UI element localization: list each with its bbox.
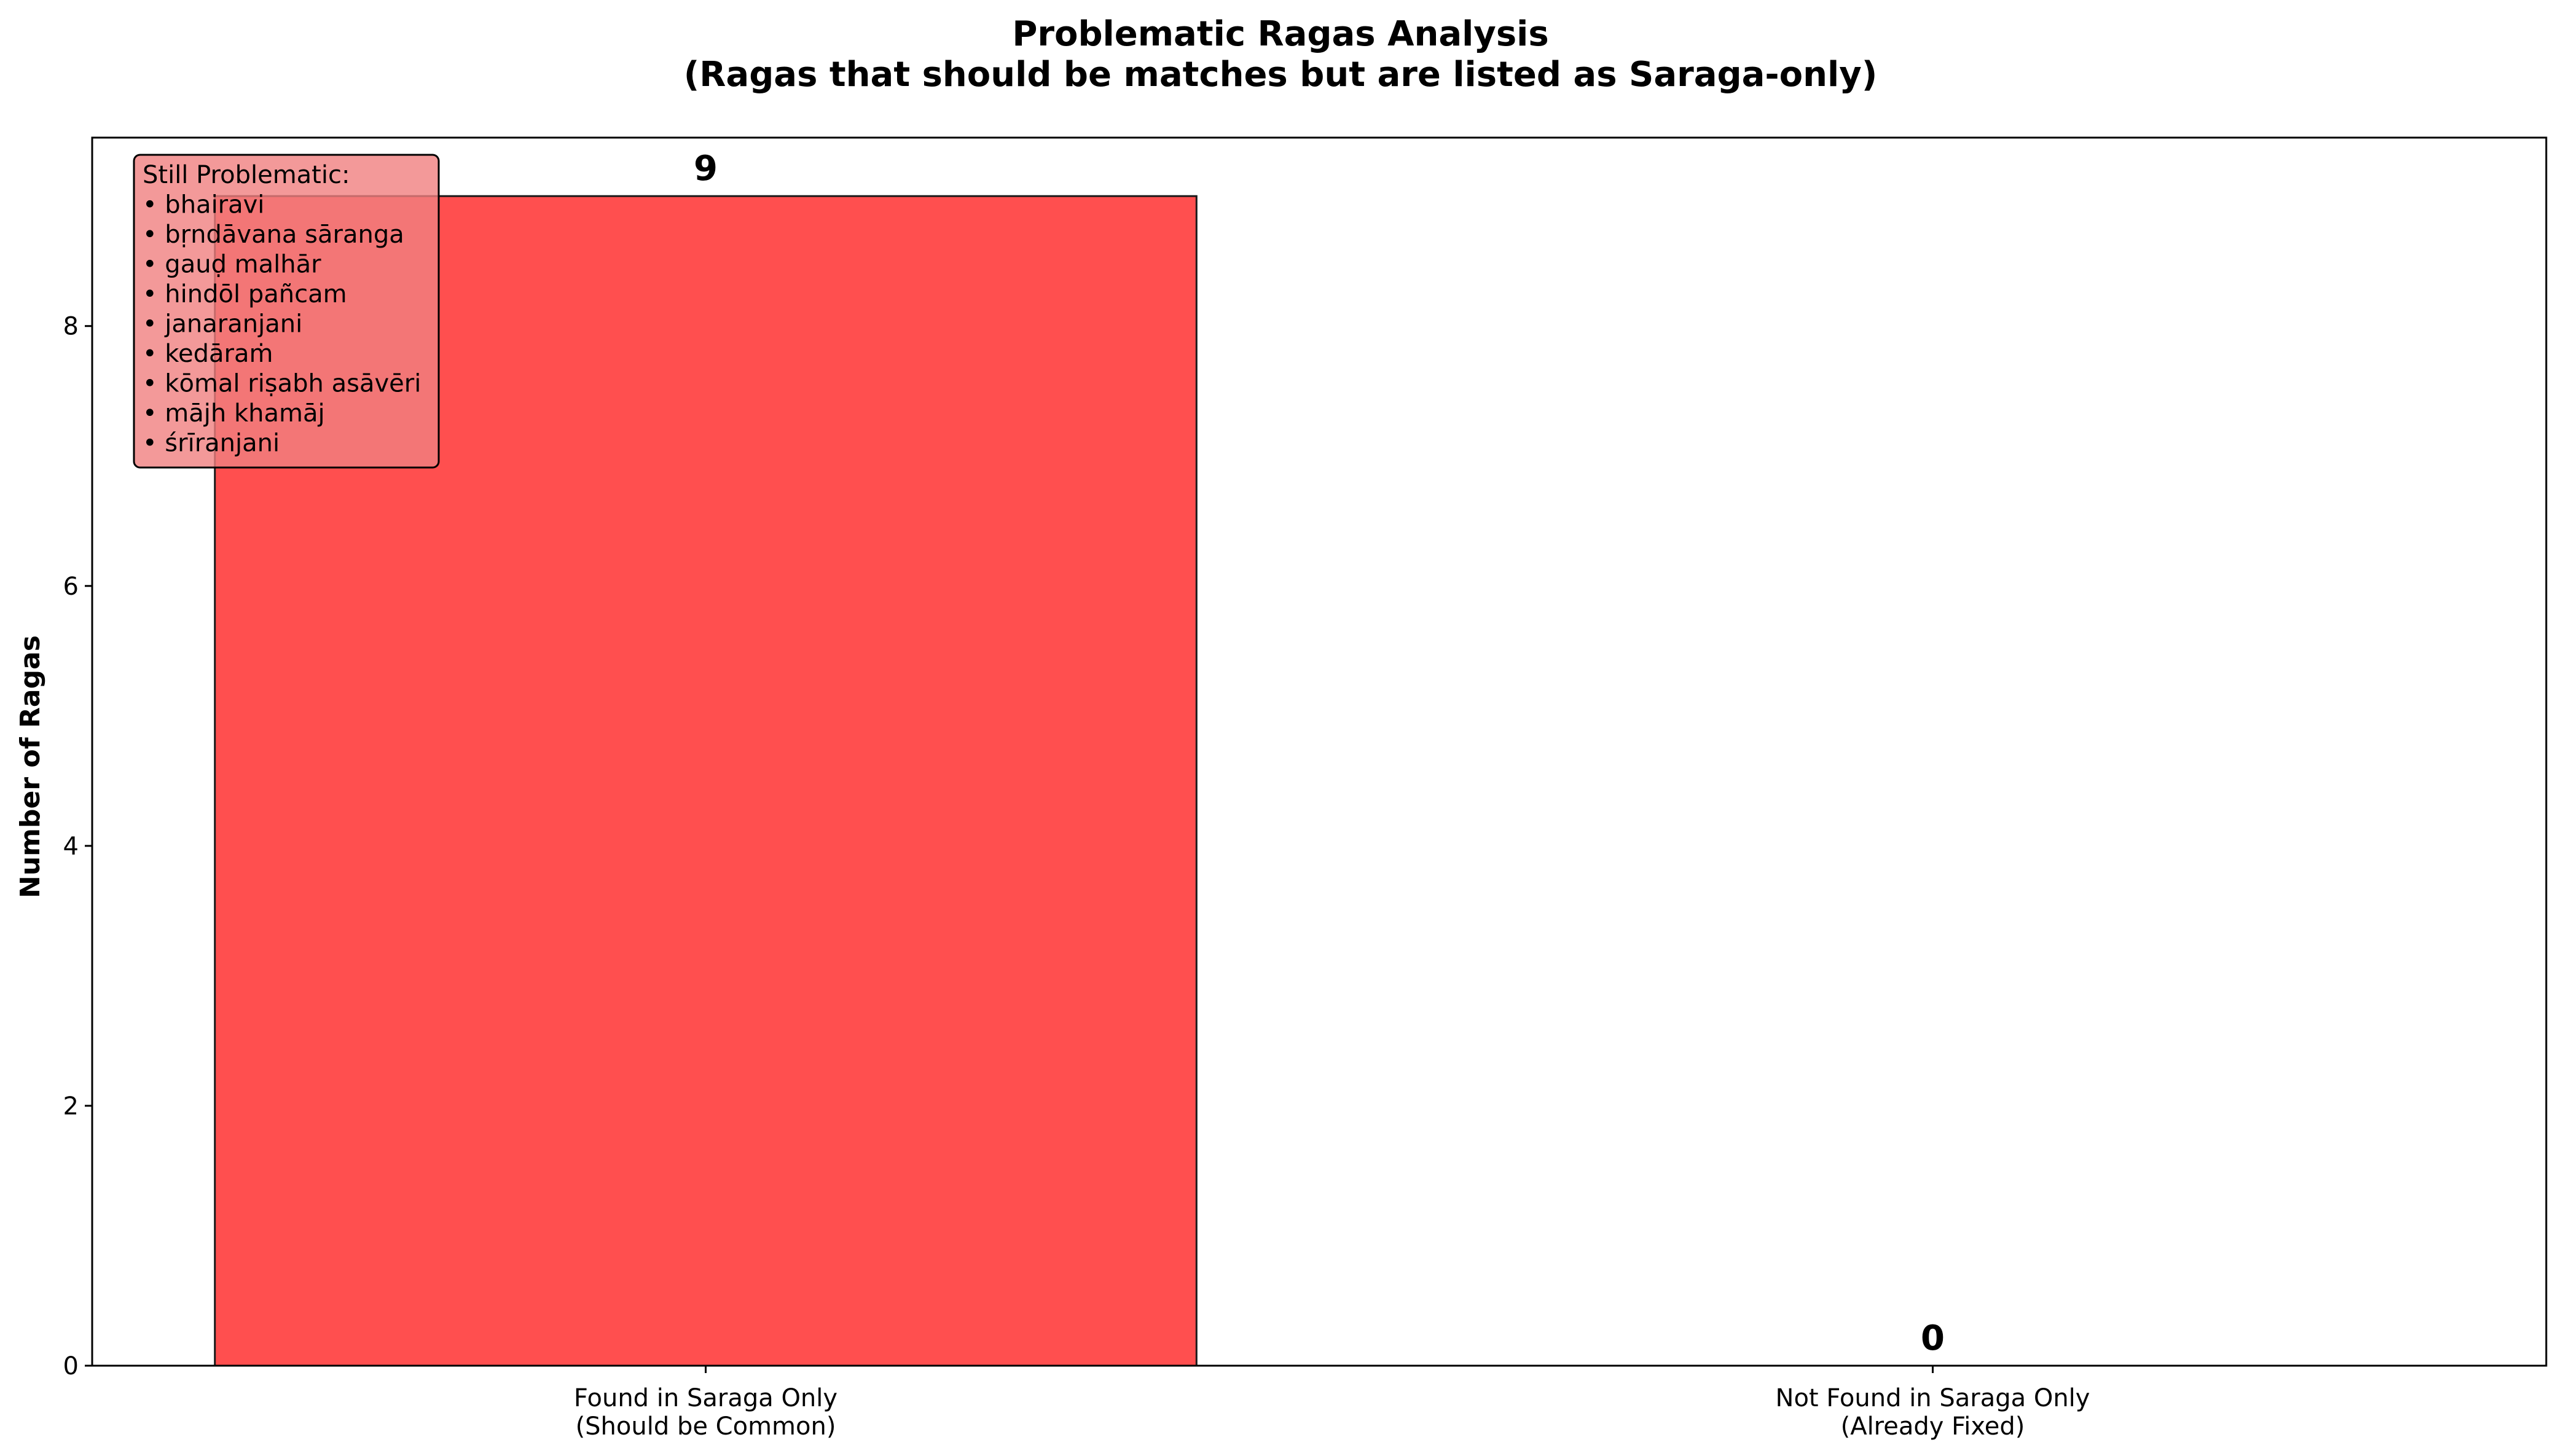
- annotation-item: • mājh khamāj: [143, 399, 325, 428]
- y-tick-label: 0: [63, 1352, 79, 1380]
- bar-value-label: 0: [1921, 1318, 1945, 1358]
- annotation-item: • gauḍ malhār: [143, 251, 321, 279]
- x-tick-label: Found in Saraga Only: [574, 1384, 837, 1412]
- y-ticks: 0 2 4 6 8: [63, 313, 92, 1380]
- bar-value-label: 9: [694, 149, 718, 189]
- annotation-item: • kōmal riṣabh asāvēri: [143, 370, 421, 398]
- annotation-box: [133, 154, 440, 469]
- y-tick-label: 6: [63, 573, 79, 601]
- y-axis-label: Number of Ragas: [15, 635, 46, 898]
- y-tick-label: 8: [63, 313, 79, 341]
- annotation-item: • janaranjani: [143, 310, 302, 339]
- annotation-item: • kedāraṁ: [143, 340, 273, 368]
- x-tick-label: (Should be Common): [576, 1412, 836, 1441]
- x-tick-label: (Already Fixed): [1841, 1412, 2025, 1441]
- annotation-title: Still Problematic:: [143, 161, 350, 189]
- annotation-item: • bhairavi: [143, 191, 264, 219]
- x-ticks: Found in Saraga Only(Should be Common) No…: [574, 1366, 2090, 1441]
- chart-title: Problematic Ragas Analysis: [1012, 14, 1548, 54]
- y-tick-label: 2: [63, 1092, 79, 1121]
- annotation-item: • bṛndāvana sāranga: [143, 221, 404, 249]
- y-tick-label: 4: [63, 832, 79, 861]
- chart-subtitle: (Ragas that should be matches but are li…: [684, 55, 1878, 95]
- x-tick-label: Not Found in Saraga Only: [1776, 1384, 2090, 1412]
- problematic-ragas-box: Still Problematic:• bhairavi• bṛndāvana …: [133, 154, 440, 469]
- annotation-item: • hindōl pañcam: [143, 280, 347, 308]
- plot-frame: [91, 136, 2547, 1367]
- annotation-item: • śrīranjani: [143, 429, 280, 458]
- value-labels: 90: [694, 149, 1945, 1358]
